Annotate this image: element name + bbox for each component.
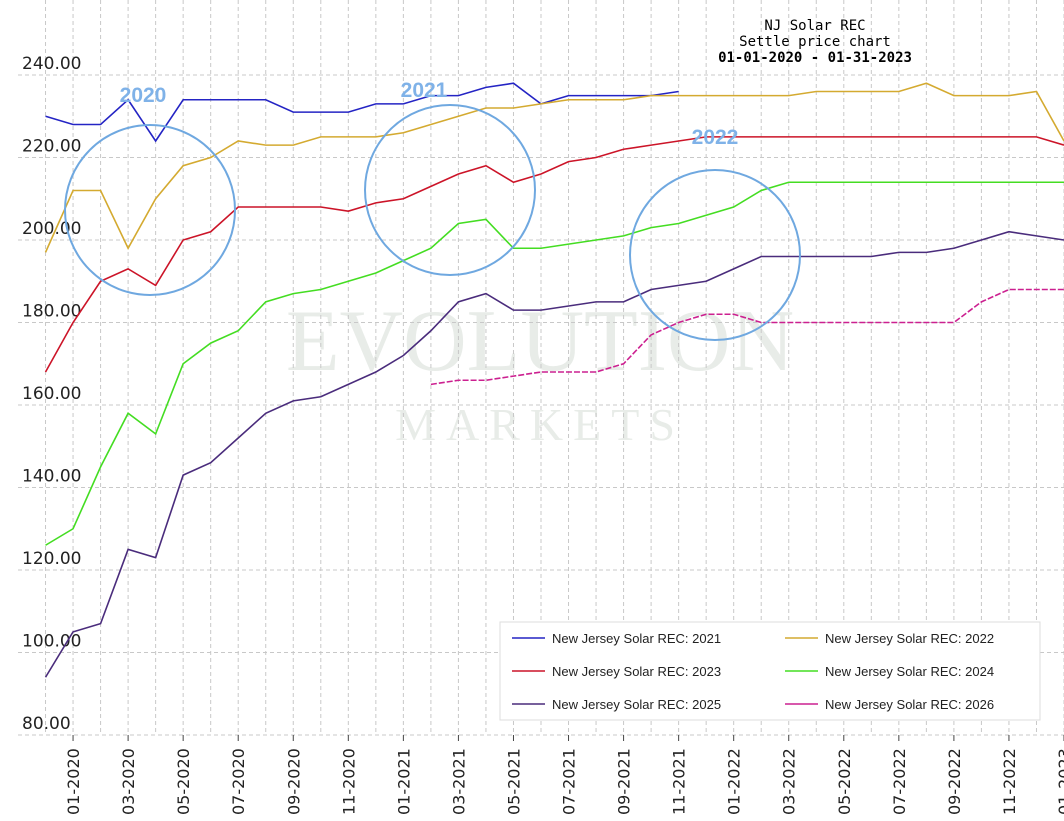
chart-title: NJ Solar REC (764, 18, 865, 34)
x-tick-label: 03-2020 (119, 748, 138, 815)
watermark: MARKETS (395, 399, 685, 450)
legend: New Jersey Solar REC: 2021 New Jersey Sol… (499, 621, 1041, 721)
y-tick-label: 120.00 (22, 549, 81, 569)
x-tick-label: 07-2022 (890, 748, 909, 815)
x-tick-label: 05-2022 (835, 748, 854, 815)
series-line (45, 82, 679, 143)
y-tick-label: 100.00 (22, 632, 81, 652)
legend-label: New Jersey Solar REC: 2022 (825, 631, 994, 646)
series-line (45, 181, 1064, 546)
y-tick-label: 240.00 (22, 54, 81, 74)
x-tick-label: 05-2020 (174, 748, 193, 815)
legend-label: New Jersey Solar REC: 2021 (552, 631, 721, 646)
y-tick-label: 140.00 (22, 467, 81, 487)
x-tick-label: 01-2022 (725, 748, 744, 815)
x-tick-label: 09-2020 (284, 748, 303, 815)
annotation-label: 2020 (120, 84, 167, 107)
chart-title: Settle price chart (739, 34, 891, 50)
legend-label: New Jersey Solar REC: 2025 (552, 697, 721, 712)
watermark: EVOLUTION (286, 293, 794, 390)
y-tick-label: 200.00 (22, 219, 81, 239)
series-line (44, 230, 1064, 678)
y-tick-label: 220.00 (22, 137, 81, 157)
annotation-label: 2021 (401, 79, 448, 102)
x-tick-label: 11-2021 (670, 748, 689, 815)
y-tick-label: 160.00 (22, 384, 81, 404)
x-tick-label: 11-2022 (1000, 748, 1019, 815)
legend-label: New Jersey Solar REC: 2023 (552, 664, 721, 679)
x-tick-label: 09-2022 (945, 748, 964, 815)
x-tick-label: 01-2020 (64, 748, 83, 815)
y-tick-label: 180.00 (22, 302, 81, 322)
annotation-label: 2022 (692, 126, 739, 149)
x-tick-label: 01-2021 (394, 748, 413, 815)
x-tick-label: 01-2023 (1055, 748, 1064, 815)
legend-label: New Jersey Solar REC: 2024 (825, 664, 994, 679)
x-tick-label: 07-2021 (560, 748, 579, 815)
series-line (44, 136, 1064, 373)
annotation-circle (364, 104, 536, 276)
annotation-circle (64, 124, 236, 296)
x-tick-label: 11-2020 (339, 748, 358, 815)
series-line (430, 288, 1064, 386)
legend-label: New Jersey Solar REC: 2026 (825, 697, 994, 712)
x-tick-label: 07-2020 (229, 748, 248, 815)
x-tick-label: 05-2021 (504, 748, 523, 815)
x-tick-label: 03-2022 (780, 748, 799, 815)
y-tick-label: 80.00 (22, 714, 71, 734)
annotation-circle (629, 169, 801, 341)
legend-box (499, 621, 1041, 721)
x-tick-label: 09-2021 (615, 748, 634, 815)
x-tick-label: 03-2021 (449, 748, 468, 815)
chart-title: 01-01-2020 - 01-31-2023 (718, 50, 912, 66)
